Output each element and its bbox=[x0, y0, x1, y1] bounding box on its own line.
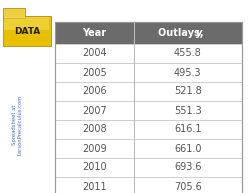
FancyBboxPatch shape bbox=[55, 22, 242, 193]
Text: Outlays,: Outlays, bbox=[158, 28, 207, 38]
Text: 2007: 2007 bbox=[82, 106, 107, 115]
Text: 661.0: 661.0 bbox=[174, 144, 201, 153]
Text: 551.3: 551.3 bbox=[174, 106, 202, 115]
FancyBboxPatch shape bbox=[3, 16, 51, 46]
Text: Year: Year bbox=[82, 28, 106, 38]
Text: 705.6: 705.6 bbox=[174, 181, 202, 191]
Text: Spreadsheet at
LarsonPrecalculus.com: Spreadsheet at LarsonPrecalculus.com bbox=[12, 95, 22, 155]
Text: 616.1: 616.1 bbox=[174, 124, 201, 135]
Text: y: y bbox=[195, 28, 202, 38]
FancyBboxPatch shape bbox=[3, 8, 25, 18]
Text: 2010: 2010 bbox=[82, 163, 107, 173]
Text: 2008: 2008 bbox=[82, 124, 107, 135]
Text: 2006: 2006 bbox=[82, 86, 107, 96]
Text: 455.8: 455.8 bbox=[174, 48, 202, 58]
Text: DATA: DATA bbox=[14, 27, 40, 36]
FancyBboxPatch shape bbox=[4, 17, 49, 30]
Text: 2009: 2009 bbox=[82, 144, 107, 153]
Text: 521.8: 521.8 bbox=[174, 86, 202, 96]
Text: 2004: 2004 bbox=[82, 48, 107, 58]
Text: 2011: 2011 bbox=[82, 181, 107, 191]
Text: 2005: 2005 bbox=[82, 68, 107, 78]
FancyBboxPatch shape bbox=[55, 22, 242, 44]
Text: 495.3: 495.3 bbox=[174, 68, 202, 78]
FancyBboxPatch shape bbox=[5, 18, 51, 46]
Text: 693.6: 693.6 bbox=[174, 163, 201, 173]
